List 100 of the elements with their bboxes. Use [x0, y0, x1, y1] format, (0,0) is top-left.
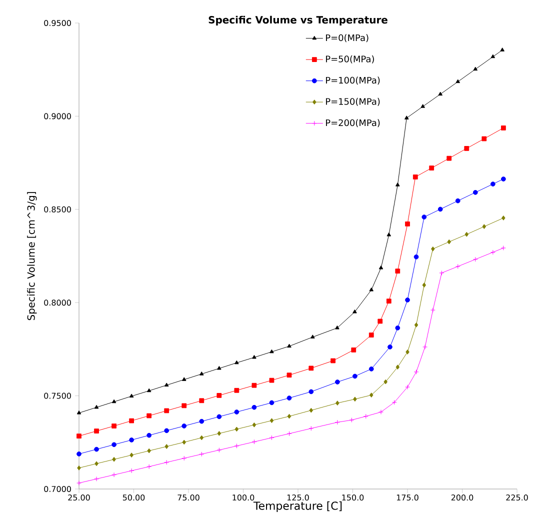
point [112, 424, 116, 428]
point [76, 434, 82, 439]
point [482, 224, 486, 229]
point [351, 348, 356, 352]
legend-label: P=150(MPa) [326, 98, 380, 106]
point [500, 48, 504, 52]
point [330, 358, 336, 364]
point [164, 382, 169, 387]
point [500, 176, 506, 182]
point [112, 399, 116, 404]
point [353, 396, 357, 402]
point [414, 369, 419, 374]
point [308, 426, 314, 431]
point [490, 250, 496, 255]
point [455, 264, 460, 269]
point [286, 396, 292, 400]
point [217, 431, 222, 436]
point [234, 388, 240, 393]
point [438, 206, 443, 212]
legend-label: P=50(MPa) [326, 55, 374, 64]
y-axis-title: Specific Volume [cm^3/g] [27, 192, 37, 320]
point [369, 287, 374, 292]
point [336, 400, 340, 406]
point [182, 377, 186, 381]
point [395, 326, 400, 330]
point [270, 418, 274, 424]
point [164, 444, 168, 449]
point [77, 465, 81, 470]
point [182, 424, 187, 428]
point [252, 422, 256, 428]
point [368, 332, 374, 338]
point [422, 214, 427, 220]
point [352, 309, 357, 314]
point [199, 372, 204, 376]
point [464, 232, 469, 237]
point [129, 418, 134, 424]
point [439, 270, 444, 276]
point [447, 239, 452, 244]
point [269, 400, 274, 406]
point [308, 389, 314, 394]
point [420, 104, 425, 108]
point [216, 448, 222, 452]
point [500, 125, 506, 130]
point [473, 66, 478, 71]
point [130, 452, 134, 458]
point [112, 442, 116, 448]
point [464, 146, 470, 151]
point [456, 79, 460, 84]
point [455, 198, 460, 204]
legend-label: P=100(MPa) [326, 76, 380, 85]
point [252, 354, 256, 359]
point [396, 182, 400, 186]
point [146, 464, 152, 470]
point [386, 232, 392, 236]
point [404, 116, 409, 120]
point [369, 392, 374, 398]
point [386, 298, 392, 304]
point [146, 413, 152, 418]
point [270, 349, 274, 354]
point [234, 410, 240, 414]
point [234, 444, 240, 448]
point [334, 380, 340, 384]
point [146, 388, 152, 392]
point [129, 438, 134, 442]
point [405, 298, 410, 302]
point [182, 440, 186, 445]
chart-title: Specific Volume vs Temperature [208, 16, 388, 26]
point [252, 382, 257, 388]
point [269, 435, 274, 440]
point [406, 350, 410, 354]
point [164, 408, 170, 414]
point [422, 282, 426, 288]
point [490, 54, 496, 58]
point [363, 414, 368, 419]
point [287, 414, 292, 419]
point [412, 174, 418, 180]
point [368, 366, 374, 372]
point [94, 428, 99, 434]
point [217, 366, 222, 370]
legend-label: P=200(MPa) [326, 119, 380, 128]
point [94, 476, 99, 482]
point [431, 246, 435, 252]
point [287, 344, 292, 348]
point [438, 92, 443, 96]
point [429, 166, 434, 170]
point [200, 435, 204, 440]
point [129, 468, 134, 474]
point [94, 404, 99, 409]
point [199, 418, 204, 424]
point [94, 446, 99, 452]
point [490, 182, 496, 186]
point [269, 378, 274, 383]
point [395, 268, 400, 274]
point [147, 448, 151, 454]
point [216, 414, 222, 420]
point [234, 426, 239, 432]
point [199, 398, 204, 404]
point [252, 439, 257, 444]
point [286, 372, 292, 378]
point [252, 404, 257, 410]
